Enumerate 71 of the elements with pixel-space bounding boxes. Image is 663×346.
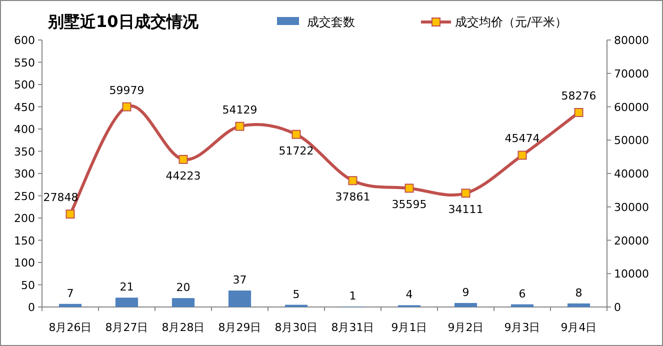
data-label: 44223 (166, 169, 201, 182)
point (348, 176, 358, 186)
y2-tick-label: 20000 (614, 234, 649, 248)
data-label: 9 (462, 286, 470, 299)
y2-tick-label: 80000 (614, 34, 649, 47)
legend-label: 成交套数 (307, 15, 355, 29)
y-tick-label: 250 (14, 190, 35, 203)
data-label: 45474 (504, 132, 540, 146)
y2-tick-label: 0 (614, 301, 621, 314)
y-tick-label: 550 (14, 56, 35, 70)
x-tick-label: 9月4日 (560, 321, 597, 334)
point (66, 210, 75, 219)
bar (454, 302, 478, 307)
bar (510, 304, 534, 307)
data-label: 58276 (561, 90, 596, 103)
point (574, 108, 584, 118)
x-tick-label: 8月26日 (48, 321, 92, 334)
bar (172, 298, 195, 307)
data-label: 51722 (278, 144, 314, 158)
point (122, 102, 132, 112)
data-label: 5 (292, 288, 300, 301)
y2-tick-label: 40000 (614, 168, 649, 180)
data-label: 20 (176, 281, 190, 294)
x-tick-label: 8月30日 (274, 321, 318, 334)
data-label: 59979 (109, 84, 144, 97)
y2-tick-label: 70000 (614, 67, 649, 80)
point (178, 154, 188, 164)
y-tick-label: 300 (14, 168, 35, 180)
y-tick-label: 100 (14, 256, 35, 270)
chart-title: 别墅近10日成交情况 (47, 12, 200, 31)
bar (567, 303, 590, 307)
y2-tick-label: 30000 (614, 200, 649, 214)
bar (115, 298, 138, 307)
x-tick-label: 8月29日 (218, 321, 262, 334)
point (292, 130, 301, 139)
y-tick-label: 200 (14, 212, 35, 225)
point (461, 188, 470, 198)
data-label: 4 (406, 288, 413, 302)
data-label: 35595 (392, 198, 427, 212)
y-tick-label: 50 (21, 278, 35, 292)
data-label: 1 (349, 290, 356, 303)
y-tick-label: 400 (14, 123, 35, 136)
bar (228, 290, 252, 307)
data-label: 21 (120, 280, 134, 294)
data-label: 37 (232, 274, 247, 287)
y-tick-label: 500 (14, 78, 35, 92)
y2-tick-label: 60000 (614, 100, 649, 114)
y-tick-label: 450 (14, 100, 35, 114)
y-tick-label: 150 (14, 234, 35, 248)
point (235, 122, 244, 131)
x-tick-label: 9月1日 (391, 321, 428, 334)
data-label: 6 (518, 287, 526, 300)
x-tick-label: 9月3日 (504, 321, 540, 334)
x-tick-label: 8月27日 (105, 321, 148, 334)
bar (58, 304, 82, 307)
y2-tick-label: 10000 (614, 268, 649, 281)
data-label: 8 (575, 286, 582, 300)
x-tick-label: 9月2日 (448, 321, 484, 334)
x-tick-label: 8月31日 (331, 321, 374, 334)
y-tick-label: 600 (14, 34, 35, 47)
data-label: 34111 (448, 203, 484, 216)
data-label: 7 (66, 286, 74, 300)
data-label: 37861 (335, 190, 370, 204)
y-tick-label: 0 (28, 301, 35, 314)
y2-tick-label: 50000 (614, 134, 649, 148)
x-tick-label: 8月28日 (162, 321, 205, 334)
y-tick-label: 350 (14, 145, 35, 158)
legend-label: 成交均价（元/平米） (455, 15, 568, 29)
point (404, 184, 414, 193)
data-label: 54129 (222, 103, 258, 116)
point (518, 150, 527, 160)
